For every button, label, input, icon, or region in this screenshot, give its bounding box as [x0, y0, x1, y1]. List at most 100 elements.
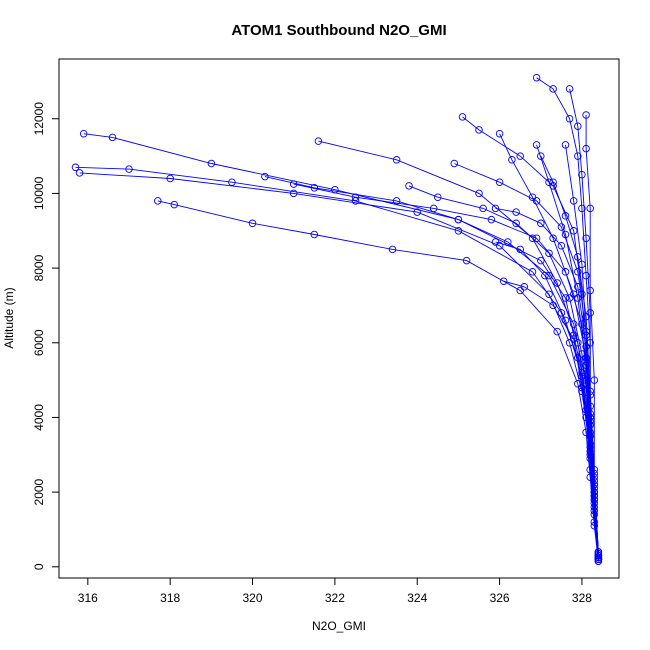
- series-line-19: [565, 144, 599, 560]
- data-point: [586, 309, 594, 317]
- data-point: [248, 219, 257, 228]
- data-point: [569, 197, 578, 205]
- data-point: [586, 286, 594, 295]
- y-tick-label: 10000: [32, 176, 46, 210]
- y-tick-label: 8000: [32, 254, 46, 281]
- data-point: [108, 133, 117, 142]
- data-point: [545, 178, 553, 186]
- data-point: [71, 163, 80, 172]
- y-tick-label: 0: [32, 563, 46, 570]
- data-point: [590, 488, 599, 496]
- x-axis: 316 318 320 322 324 326 328: [78, 577, 592, 605]
- data-point: [586, 432, 594, 440]
- data-point: [516, 245, 524, 254]
- data-point: [392, 156, 401, 164]
- series-line-10: [293, 183, 599, 556]
- data-point: [561, 268, 570, 276]
- data-point: [528, 193, 537, 201]
- data-point: [561, 316, 570, 325]
- data-point: [166, 174, 174, 183]
- plot-area: [71, 73, 603, 565]
- x-tick-label: 324: [407, 591, 427, 605]
- data-point: [170, 200, 179, 209]
- data-point: [582, 111, 590, 119]
- data-point: [154, 197, 162, 205]
- data-point: [549, 178, 557, 186]
- data-point: [310, 184, 319, 192]
- data-point: [450, 159, 459, 168]
- data-point: [549, 234, 557, 242]
- data-point: [561, 141, 570, 149]
- y-tick-label: 2000: [32, 478, 46, 505]
- x-tick-label: 326: [490, 591, 510, 605]
- data-point: [574, 152, 582, 160]
- data-point: [574, 268, 582, 276]
- data-point: [388, 245, 397, 254]
- data-point: [289, 189, 298, 198]
- data-point: [590, 521, 599, 530]
- data-point: [578, 204, 586, 213]
- data-point: [462, 256, 471, 265]
- data-point: [458, 113, 467, 121]
- data-point: [574, 122, 582, 130]
- x-tick-label: 318: [160, 591, 180, 605]
- x-tick-label: 316: [78, 591, 98, 605]
- data-point: [586, 387, 594, 396]
- data-point: [532, 73, 541, 82]
- series-line-11: [264, 176, 599, 560]
- data-point: [561, 212, 570, 220]
- data-point: [561, 230, 570, 239]
- data-point: [582, 144, 590, 153]
- series-line-18: [540, 155, 599, 558]
- x-tick-label: 322: [325, 591, 345, 605]
- data-point: [310, 230, 319, 239]
- data-point: [454, 215, 463, 224]
- y-tick-label: 4000: [32, 404, 46, 431]
- data-point: [557, 241, 566, 250]
- data-point: [487, 215, 496, 224]
- data-point: [392, 197, 401, 205]
- data-point: [586, 413, 594, 422]
- data-point: [574, 294, 582, 302]
- data-point: [553, 327, 561, 336]
- data-point: [528, 268, 537, 276]
- data-point: [557, 223, 566, 231]
- data-point: [578, 372, 586, 381]
- data-point: [495, 241, 504, 250]
- data-point: [79, 129, 88, 138]
- data-point: [75, 169, 84, 177]
- data-point: [413, 208, 421, 216]
- data-point: [569, 320, 578, 328]
- data-point: [578, 383, 586, 392]
- series-line-15: [536, 144, 599, 560]
- data-point: [512, 219, 520, 228]
- data-point: [495, 178, 504, 186]
- data-point: [508, 156, 516, 164]
- x-tick-label: 328: [572, 591, 592, 605]
- data-point: [491, 204, 500, 213]
- data-point: [314, 137, 323, 145]
- x-axis-label: N2O_GMI: [312, 619, 366, 633]
- chart-title: ATOM1 Southbound N2O_GMI: [231, 22, 446, 39]
- data-point: [520, 283, 529, 291]
- data-point: [532, 197, 541, 205]
- data-point: [582, 312, 590, 321]
- data-point: [574, 339, 582, 347]
- data-point: [565, 114, 574, 123]
- data-point: [516, 286, 524, 295]
- data-point: [351, 193, 360, 201]
- series-line-3: [157, 200, 599, 562]
- series-line-0: [83, 133, 599, 560]
- data-point: [586, 443, 594, 452]
- data-point: [582, 331, 590, 340]
- y-axis: 0 2000 4000 6000 8000 10000 12000: [32, 102, 60, 570]
- data-point: [582, 361, 590, 369]
- data-point: [565, 294, 574, 302]
- data-point: [553, 279, 561, 287]
- y-tick-label: 6000: [32, 329, 46, 356]
- data-point: [545, 249, 553, 257]
- data-point: [549, 85, 557, 93]
- data-point: [207, 159, 216, 168]
- plot-frame: [58, 58, 620, 579]
